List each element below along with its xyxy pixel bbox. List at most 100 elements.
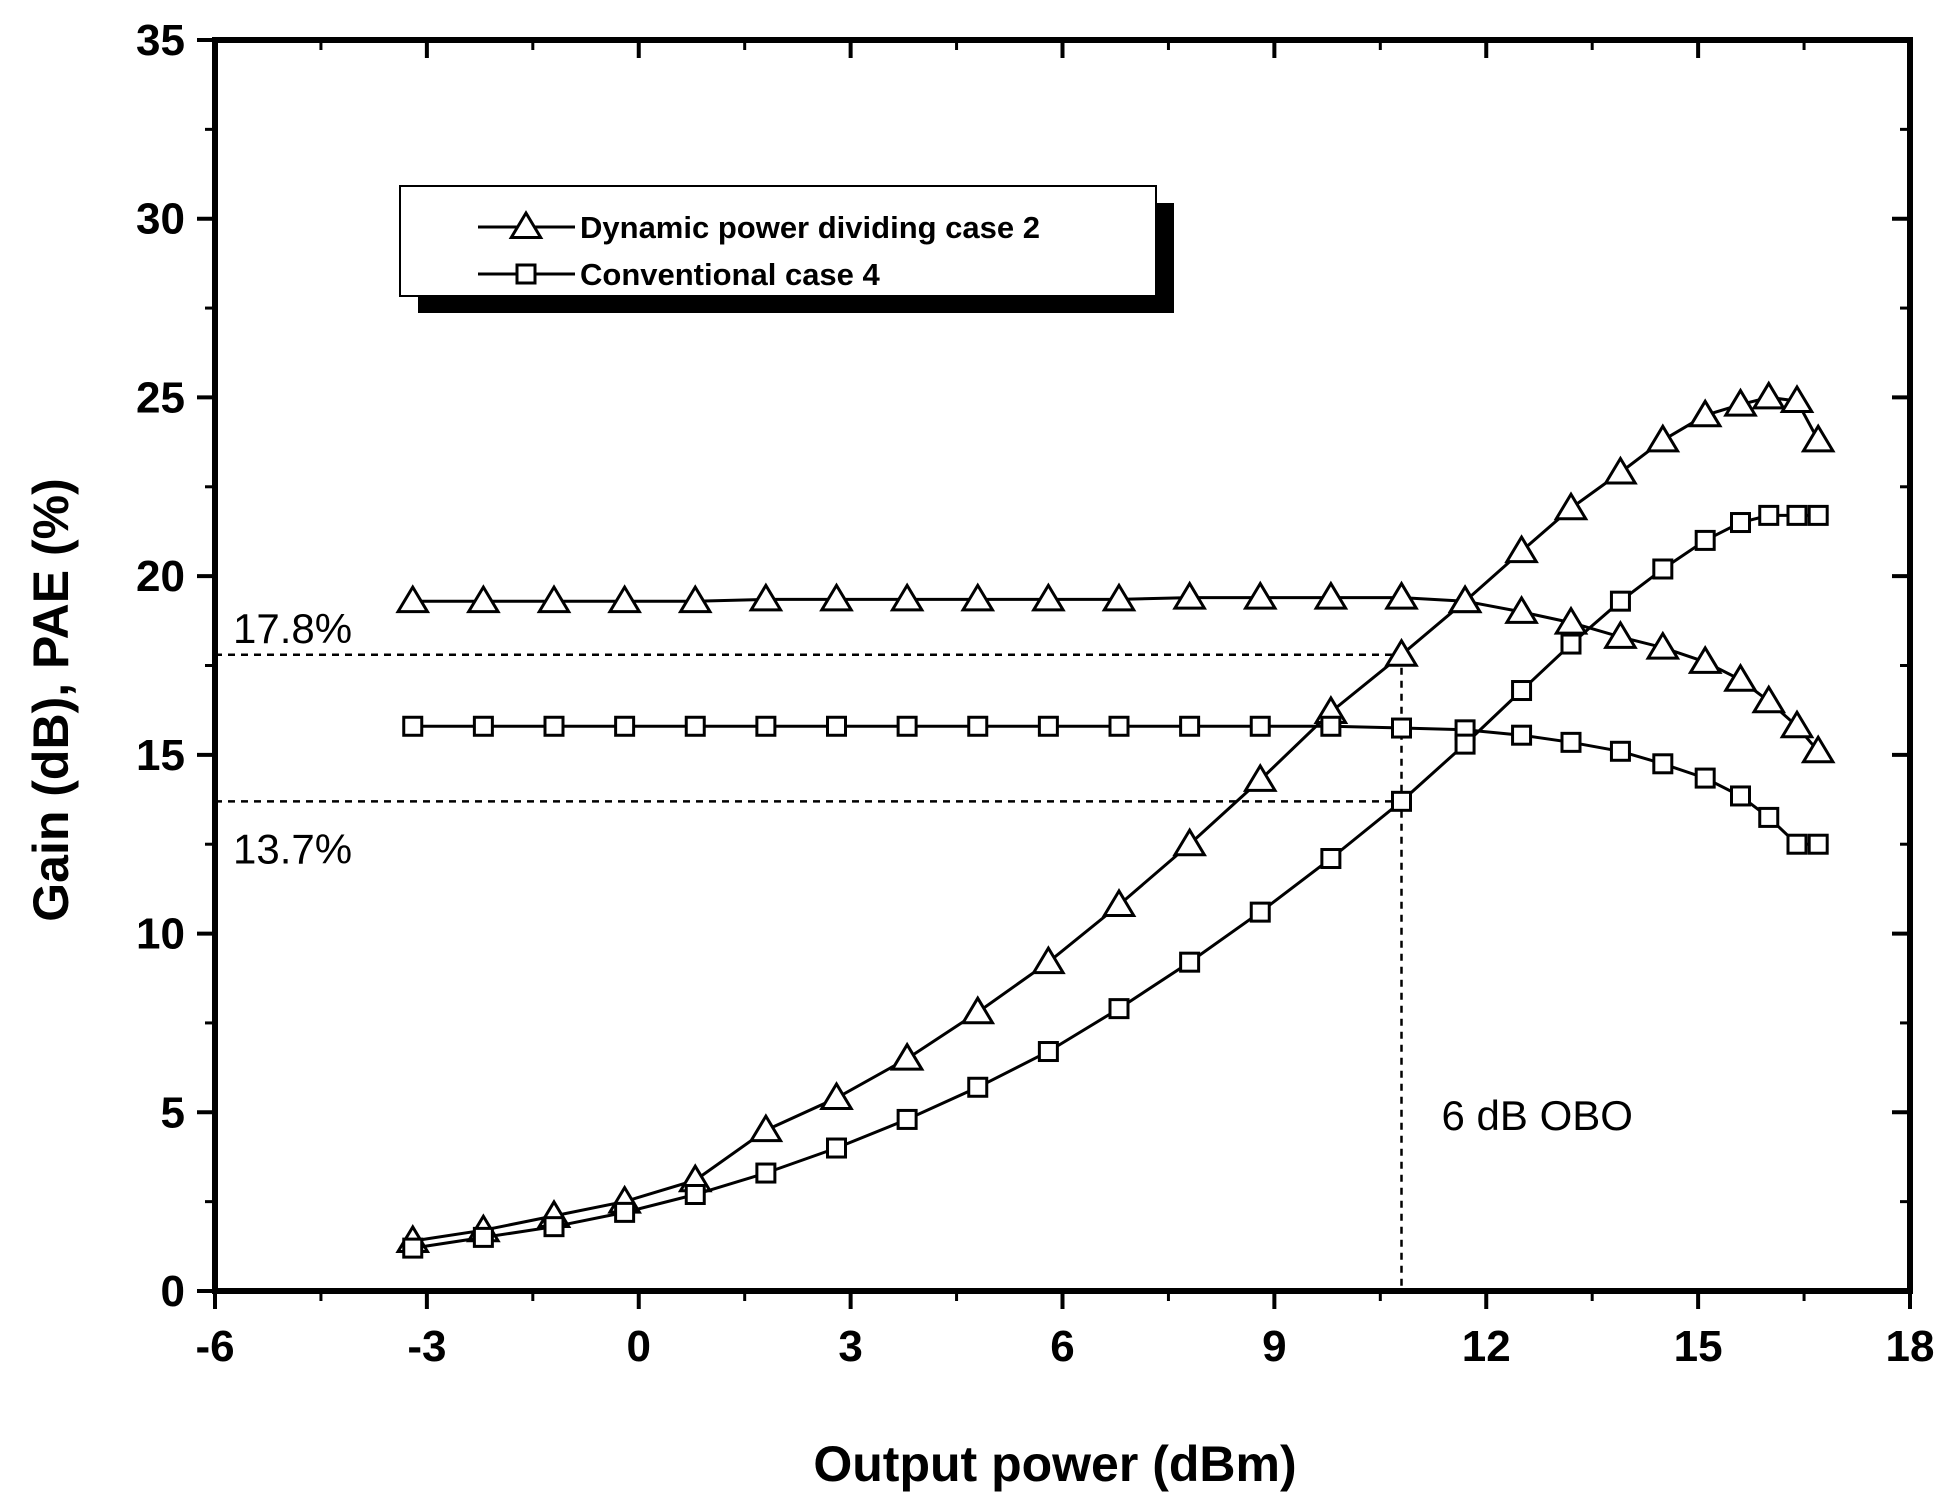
data-point <box>614 1201 636 1223</box>
data-point <box>402 715 424 737</box>
data-point <box>536 584 572 614</box>
data-point <box>614 715 636 737</box>
data-point <box>748 1113 784 1143</box>
x-tick-label: 3 <box>838 1322 862 1371</box>
data-point <box>826 1137 847 1159</box>
data-point <box>1031 582 1066 612</box>
data-point <box>1758 504 1780 526</box>
y-tick-label: 0 <box>161 1267 185 1316</box>
data-point <box>466 584 501 614</box>
data-point <box>1687 645 1723 674</box>
data-point <box>1751 380 1787 410</box>
data-point <box>1730 512 1751 534</box>
data-point <box>960 582 996 612</box>
data-point <box>1249 901 1271 923</box>
data-point <box>1037 1041 1059 1063</box>
data-point <box>1320 715 1342 737</box>
x-tick-label: -3 <box>407 1322 446 1371</box>
data-point <box>889 582 925 612</box>
data-point <box>543 715 565 737</box>
pae-high-label: 17.8% <box>233 605 352 652</box>
data-point <box>819 1081 854 1110</box>
data-point <box>755 1162 777 1184</box>
data-point <box>1723 387 1758 417</box>
data-point <box>1800 734 1836 764</box>
data-point <box>1031 945 1066 975</box>
data-point <box>1101 888 1137 917</box>
data-point <box>1384 637 1419 667</box>
data-point <box>1694 767 1716 789</box>
data-point <box>1786 504 1808 526</box>
data-point <box>826 715 847 737</box>
data-point <box>1037 715 1059 737</box>
data-point <box>684 715 706 737</box>
data-point <box>1249 715 1271 737</box>
data-point <box>1553 491 1589 521</box>
data-point <box>1511 680 1533 702</box>
series-layer <box>395 380 1836 1259</box>
x-tick-label: 15 <box>1674 1322 1723 1371</box>
data-point <box>677 584 713 614</box>
data-point <box>889 1041 925 1071</box>
data-point <box>1108 715 1130 737</box>
pae-low-label: 13.7% <box>233 825 352 872</box>
data-point <box>1779 384 1815 414</box>
data-point <box>1172 827 1207 857</box>
data-point <box>1108 998 1130 1020</box>
data-point <box>896 715 918 737</box>
data-point <box>1645 423 1681 453</box>
y-tick-label: 10 <box>136 910 185 959</box>
data-point <box>1800 423 1836 453</box>
legend-marker <box>508 210 544 239</box>
data-point <box>1242 762 1278 792</box>
x-tick-label: 6 <box>1050 1322 1074 1371</box>
x-tick-label: 18 <box>1886 1322 1935 1371</box>
data-point <box>1313 580 1349 610</box>
data-point <box>1730 785 1751 807</box>
x-tick-label: 9 <box>1262 1322 1286 1371</box>
obo-label: 6 dB OBO <box>1442 1092 1633 1139</box>
data-point <box>1504 594 1539 624</box>
data-point <box>1320 848 1342 870</box>
data-point <box>1454 733 1476 755</box>
data-point <box>1553 605 1589 635</box>
series-square <box>402 504 1829 1259</box>
data-point <box>1779 709 1815 739</box>
y-tick-label: 15 <box>136 731 185 780</box>
data-point <box>1511 724 1533 746</box>
data-point <box>1694 529 1716 551</box>
data-point <box>896 1108 918 1130</box>
data-point <box>395 584 431 614</box>
data-point <box>607 584 642 614</box>
data-point <box>1723 662 1758 692</box>
data-point <box>1560 633 1582 655</box>
data-point <box>402 1237 424 1259</box>
data-point <box>1384 580 1419 610</box>
data-point <box>472 1226 494 1248</box>
data-point <box>1101 582 1137 612</box>
data-point <box>1242 580 1278 610</box>
legend-label: Dynamic power dividing case 2 <box>580 210 1040 245</box>
data-point <box>967 1076 989 1098</box>
data-point <box>1751 684 1787 714</box>
x-tick-label: 12 <box>1462 1322 1511 1371</box>
data-point <box>1179 951 1201 973</box>
y-tick-label: 35 <box>136 16 185 65</box>
legend-label: Conventional case 4 <box>580 257 881 292</box>
y-axis-title: Gain (dB), PAE (%) <box>23 478 79 922</box>
legend: Dynamic power dividing case 2 Conventiona… <box>399 185 1174 313</box>
data-point <box>1807 504 1829 526</box>
data-point <box>1758 806 1780 828</box>
data-point <box>1504 534 1539 564</box>
data-point <box>1609 590 1631 612</box>
data-point <box>472 715 494 737</box>
data-point <box>1447 584 1483 614</box>
annotations: 17.8% 13.7% 6 dB OBO <box>215 605 1633 1291</box>
x-axis-title: Output power (dBm) <box>813 1436 1296 1492</box>
axes: -6 -3 0 3 6 9 12 15 18 0 5 10 15 20 25 30 35 <box>136 16 1934 1371</box>
legend-marker <box>515 263 537 285</box>
data-point <box>1786 833 1808 855</box>
data-point <box>1652 558 1674 580</box>
data-point <box>967 715 989 737</box>
